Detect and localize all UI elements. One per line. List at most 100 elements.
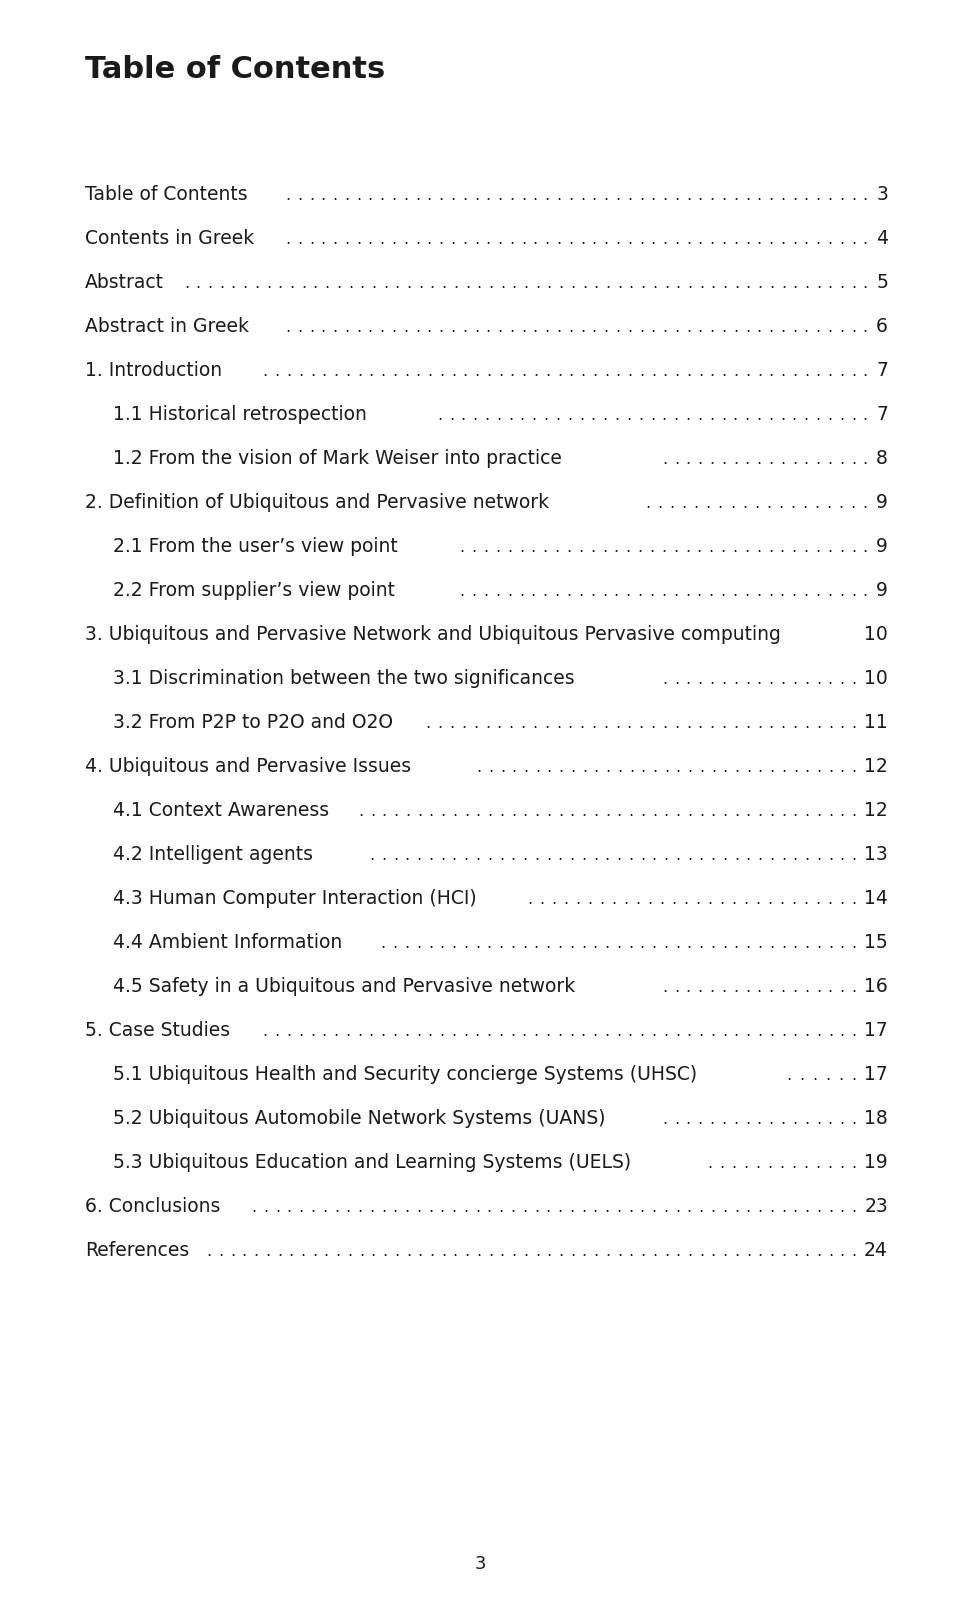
Text: .: . — [637, 584, 642, 599]
Text: .: . — [722, 1201, 727, 1215]
Text: .: . — [567, 715, 573, 731]
Text: .: . — [852, 1024, 856, 1039]
Text: .: . — [780, 364, 785, 379]
Text: .: . — [840, 981, 845, 995]
Text: .: . — [592, 1024, 597, 1039]
Text: .: . — [299, 1201, 303, 1215]
Text: .: . — [675, 848, 681, 862]
Text: .: . — [497, 188, 502, 202]
Text: .: . — [840, 1112, 845, 1126]
Text: 4.5 Safety in a Ubiquitous and Pervasive network: 4.5 Safety in a Ubiquitous and Pervasive… — [113, 977, 575, 997]
Text: .: . — [768, 231, 774, 248]
Text: .: . — [356, 231, 361, 248]
Text: .: . — [745, 231, 750, 248]
Text: .: . — [392, 231, 396, 248]
Text: .: . — [522, 848, 527, 862]
Text: .: . — [815, 540, 821, 555]
Text: .: . — [613, 540, 619, 555]
Text: .: . — [580, 715, 585, 731]
Text: .: . — [745, 981, 750, 995]
Text: .: . — [663, 275, 669, 291]
Text: .: . — [335, 1244, 341, 1259]
Text: .: . — [662, 981, 667, 995]
Text: .: . — [640, 804, 645, 819]
Text: .: . — [804, 715, 809, 731]
Text: .: . — [828, 935, 833, 951]
Text: 2.1 From the user’s view point: 2.1 From the user’s view point — [113, 537, 397, 557]
Text: .: . — [628, 1024, 633, 1039]
Text: .: . — [368, 231, 372, 248]
Text: .: . — [438, 715, 443, 731]
Text: .: . — [184, 275, 189, 291]
Text: .: . — [721, 231, 727, 248]
Text: .: . — [581, 935, 586, 951]
Text: .: . — [592, 364, 597, 379]
Text: .: . — [510, 1024, 516, 1039]
Text: .: . — [804, 804, 809, 819]
Text: .: . — [852, 848, 856, 862]
Text: .: . — [300, 275, 306, 291]
Text: .: . — [803, 495, 807, 511]
Text: .: . — [394, 1244, 399, 1259]
Text: .: . — [556, 320, 562, 335]
Text: .: . — [722, 275, 728, 291]
Text: .: . — [448, 408, 454, 422]
Text: .: . — [852, 760, 856, 775]
Text: .: . — [709, 671, 714, 686]
Text: .: . — [804, 188, 809, 202]
Text: .: . — [699, 848, 704, 862]
Text: .: . — [474, 188, 479, 202]
Text: .: . — [615, 188, 620, 202]
Text: .: . — [512, 275, 516, 291]
Text: .: . — [746, 1244, 751, 1259]
Text: .: . — [427, 364, 433, 379]
Text: .: . — [532, 715, 538, 731]
Text: .: . — [710, 804, 715, 819]
Text: .: . — [579, 408, 584, 422]
Text: .: . — [370, 848, 374, 862]
Text: .: . — [265, 1244, 270, 1259]
Text: .: . — [615, 231, 620, 248]
Text: .: . — [852, 1201, 856, 1215]
Text: .: . — [745, 451, 750, 468]
Text: .: . — [381, 848, 386, 862]
Text: .: . — [698, 671, 703, 686]
Text: .: . — [687, 1244, 692, 1259]
Text: .: . — [263, 1201, 269, 1215]
Text: .: . — [629, 1244, 634, 1259]
Text: .: . — [535, 760, 540, 775]
Text: .: . — [556, 231, 562, 248]
Text: .: . — [546, 804, 551, 819]
Text: .: . — [428, 1201, 433, 1215]
Text: .: . — [746, 848, 751, 862]
Text: .: . — [816, 275, 821, 291]
Text: .: . — [663, 804, 669, 819]
Text: .: . — [461, 408, 466, 422]
Text: .: . — [709, 188, 714, 202]
Text: .: . — [674, 981, 679, 995]
Text: .: . — [531, 540, 536, 555]
Text: .: . — [602, 540, 607, 555]
Text: .: . — [242, 1244, 247, 1259]
Text: .: . — [476, 275, 482, 291]
Text: .: . — [754, 495, 759, 511]
Text: .: . — [569, 848, 574, 862]
Text: .: . — [507, 540, 512, 555]
Text: .: . — [439, 231, 444, 248]
Text: .: . — [793, 1201, 798, 1215]
Text: .: . — [372, 275, 376, 291]
Text: .: . — [628, 1201, 633, 1215]
Text: .: . — [591, 231, 597, 248]
Text: .: . — [591, 188, 597, 202]
Text: .: . — [512, 1244, 516, 1259]
Text: .: . — [464, 848, 468, 862]
Text: 2. Definition of Ubiquitous and Pervasive network: 2. Definition of Ubiquitous and Pervasiv… — [85, 493, 549, 511]
Text: .: . — [746, 1201, 751, 1215]
Text: .: . — [344, 231, 349, 248]
Text: .: . — [519, 408, 525, 422]
Text: .: . — [673, 540, 678, 555]
Text: .: . — [722, 364, 727, 379]
Text: .: . — [426, 188, 432, 202]
Text: .: . — [593, 760, 599, 775]
Text: .: . — [605, 1244, 611, 1259]
